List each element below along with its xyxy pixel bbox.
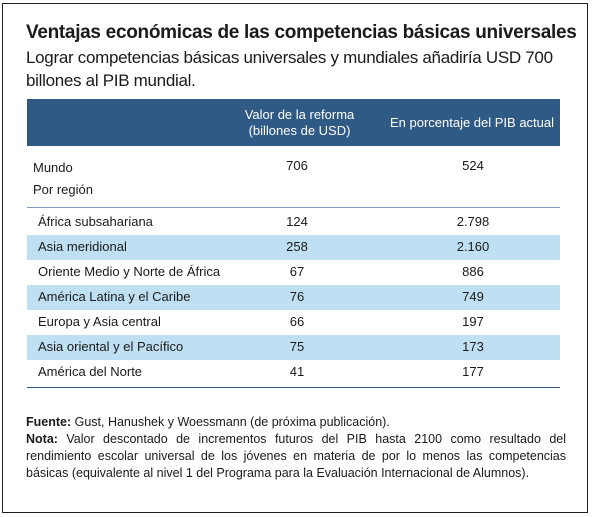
table-header: Valor de la reforma (billones de USD) En…: [27, 99, 560, 145]
region-name: Oriente Medio y Norte de África: [38, 264, 221, 279]
table-row: Oriente Medio y Norte de África 67 886: [27, 260, 560, 285]
region-name: Europa y Asia central: [38, 314, 161, 329]
region-percent: 2.798: [456, 214, 490, 229]
column-header-percent: En porcentaje del PIB actual: [389, 115, 555, 130]
region-heading: Por región: [33, 182, 93, 197]
region-name: África subsahariana: [38, 214, 153, 229]
region-percent: 173: [462, 339, 484, 354]
region-percent: 2.160: [456, 239, 490, 254]
subtitle: Lograr competencias básicas universales …: [26, 48, 553, 90]
page-title: Ventajas económicas de las competencias …: [26, 22, 577, 43]
table-bottom-rule: [27, 387, 560, 388]
source-note: Fuente: Gust, Hanushek y Woessmann (de p…: [26, 414, 566, 431]
region-value: 258: [286, 239, 308, 254]
region-percent: 197: [462, 314, 484, 329]
region-value: 124: [286, 214, 308, 229]
region-name: Asia meridional: [38, 239, 127, 254]
table-row: Asia oriental y el Pacífico 75 173: [27, 335, 560, 360]
table-row: Europa y Asia central 66 197: [27, 310, 560, 335]
table-row: América del Norte 41 177: [27, 360, 560, 385]
table-row: América Latina y el Caribe 76 749: [27, 285, 560, 310]
region-value: 76: [289, 289, 305, 304]
world-label: Mundo: [33, 160, 73, 175]
world-row-labels: Mundo Por región: [33, 157, 93, 201]
world-percent: 524: [462, 158, 484, 173]
region-name: Asia oriental y el Pacífico: [38, 339, 184, 354]
region-percent: 886: [462, 264, 484, 279]
region-name: América del Norte: [38, 364, 143, 379]
world-value: 706: [286, 158, 308, 173]
table-row: Asia meridional 258 2.160: [27, 235, 560, 260]
explanatory-note: Nota: Valor descontado de incrementos fu…: [26, 431, 566, 482]
region-rows: África subsahariana 124 2.798 Asia merid…: [27, 210, 560, 385]
note-text: Valor descontado de incrementos futuros …: [26, 432, 566, 480]
region-name: América Latina y el Caribe: [38, 289, 191, 304]
column-header-value: Valor de la reforma (billones de USD): [244, 107, 355, 138]
region-value: 41: [289, 364, 305, 379]
region-percent: 749: [462, 289, 484, 304]
region-value: 66: [289, 314, 305, 329]
header-rule: [27, 145, 560, 146]
region-value: 75: [289, 339, 305, 354]
note-label: Nota:: [26, 432, 58, 446]
table-row: África subsahariana 124 2.798: [27, 210, 560, 235]
footnotes: Fuente: Gust, Hanushek y Woessmann (de p…: [26, 414, 566, 482]
region-percent: 177: [462, 364, 484, 379]
region-value: 67: [289, 264, 305, 279]
section-divider: [27, 207, 560, 208]
source-label: Fuente:: [26, 415, 72, 429]
source-text: Gust, Hanushek y Woessmann (de próxima p…: [71, 415, 390, 429]
